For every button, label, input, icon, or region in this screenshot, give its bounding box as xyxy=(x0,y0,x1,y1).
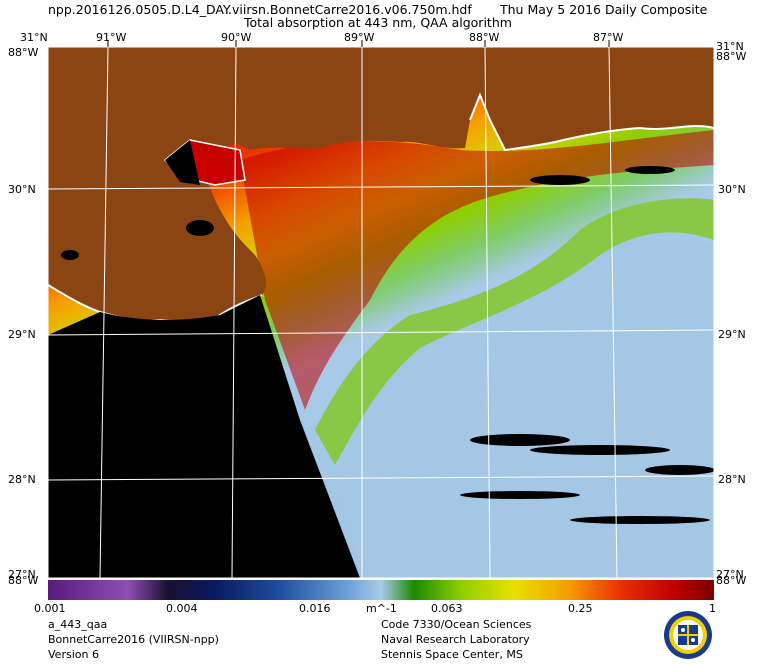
lake-no-data xyxy=(165,140,200,185)
product-subtitle: Total absorption at 443 nm, QAA algorith… xyxy=(244,15,512,30)
colorbar-unit: m^-1 xyxy=(366,602,397,615)
cloud-speckle xyxy=(460,166,714,524)
lon-label: 89°W xyxy=(344,31,375,44)
land-area xyxy=(48,47,714,323)
lon-label: 88°W xyxy=(469,31,500,44)
no-data-swath xyxy=(48,295,360,578)
lon-label: 87°W xyxy=(593,31,624,44)
offshore-low-absorption xyxy=(330,231,714,578)
dataset-name: BonnetCarre2016 (VIIRSN-npp) xyxy=(48,633,219,646)
corner-label: 31°N xyxy=(716,40,744,53)
lat-label: 28°N xyxy=(718,473,746,486)
composite-date: Thu May 5 2016 Daily Composite xyxy=(500,2,708,17)
nrl-seal-icon xyxy=(664,611,712,659)
lat-label: 28°N xyxy=(8,473,36,486)
lat-label: 29°N xyxy=(718,328,746,341)
transition-band xyxy=(315,198,714,465)
colorbar-gradient xyxy=(48,580,714,600)
edge-label: 88°W xyxy=(8,46,39,59)
lat-label: 30°N xyxy=(8,183,36,196)
graticule xyxy=(47,46,715,579)
corner-label: 31°N xyxy=(20,31,48,44)
colorbar-tick: 0.016 xyxy=(299,602,331,615)
edge-label: 88°W xyxy=(716,574,747,587)
org-code: Code 7330/Ocean Sciences xyxy=(381,618,532,631)
colorbar-tick: 1 xyxy=(709,602,716,615)
lon-label: 90°W xyxy=(221,31,252,44)
org-location: Stennis Space Center, MS xyxy=(381,648,523,661)
lat-label: 29°N xyxy=(8,328,36,341)
inland-lake xyxy=(61,250,79,260)
edge-label: 88°W xyxy=(716,50,747,63)
colorbar xyxy=(48,580,714,600)
axis-ticks xyxy=(107,40,610,47)
colorbar-tick: 0.004 xyxy=(166,602,198,615)
lat-label: 30°N xyxy=(718,183,746,196)
edge-label: 88°W xyxy=(8,574,39,587)
colorbar-tick: 0.001 xyxy=(34,602,66,615)
colorbar-tick: 0.25 xyxy=(568,602,593,615)
file-title: npp.2016126.0505.D.L4_DAY.viirsn.BonnetC… xyxy=(48,2,472,17)
colorbar-tick: 0.063 xyxy=(431,602,463,615)
coastline-east xyxy=(469,92,714,152)
org-name: Naval Research Laboratory xyxy=(381,633,530,646)
corner-label: 27°N xyxy=(8,568,36,581)
inland-lake xyxy=(186,220,214,236)
lon-label: 91°W xyxy=(96,31,127,44)
version-label: Version 6 xyxy=(48,648,99,661)
nearshore-plume xyxy=(240,130,714,410)
product-name: a_443_qaa xyxy=(48,618,108,631)
corner-label: 27°N xyxy=(716,568,744,581)
